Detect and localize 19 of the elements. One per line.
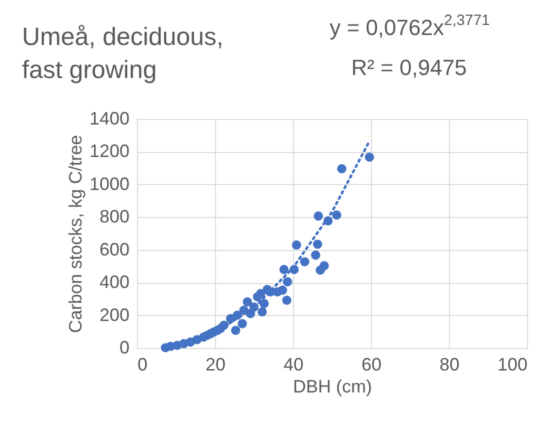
x-tick-label: 80 (439, 354, 460, 374)
x-axis-title: DBH (cm) (293, 376, 372, 396)
y-tick-label: 1200 (89, 141, 130, 162)
y-tick-label: 1000 (89, 174, 130, 194)
x-tick-label: 20 (205, 354, 226, 374)
text: fast growing (22, 56, 157, 84)
x-tick-label: 60 (361, 354, 382, 374)
text: Umeå, deciduous, (22, 23, 224, 51)
x-tick-label: 40 (283, 354, 304, 374)
y-tick-label: 1400 (89, 108, 130, 128)
y-tick-label: 200 (99, 304, 130, 325)
x-tick-label: 0 (138, 354, 148, 374)
y-tick-label: 400 (99, 272, 130, 292)
x-tick-label: 100 (497, 354, 528, 374)
y-tick-label: 800 (99, 206, 130, 227)
text: R² = 0,9475 (351, 55, 467, 80)
y-axis-title: Carbon stocks, kg C/tree (65, 134, 86, 334)
y-tick-label: 600 (99, 239, 130, 260)
y-tick-label: 0 (119, 338, 130, 358)
